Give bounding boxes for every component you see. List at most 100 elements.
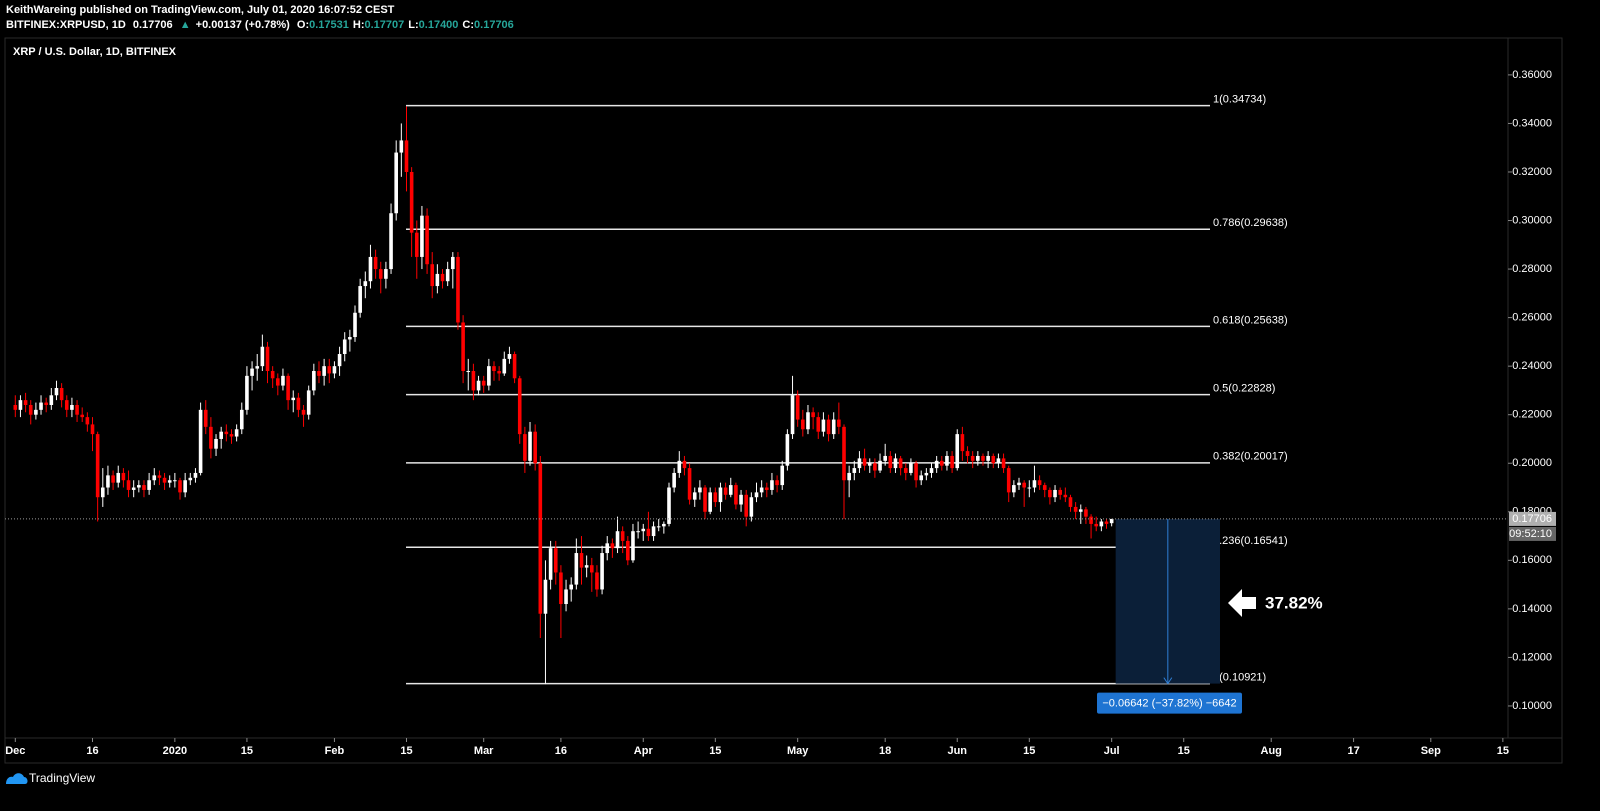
- candle-body: [734, 485, 738, 505]
- candle-body: [1078, 509, 1083, 512]
- candle-body: [476, 380, 481, 391]
- candle-body: [662, 523, 666, 527]
- candle-body: [538, 463, 543, 614]
- candle-body: [373, 256, 378, 270]
- candle-body: [234, 429, 239, 437]
- y-tick-label: 0.24000: [1512, 360, 1552, 372]
- callout-arrow: [1228, 589, 1256, 617]
- candle-body: [692, 492, 697, 500]
- candle-body: [188, 477, 193, 481]
- candle-body: [363, 281, 368, 287]
- candle-body: [18, 400, 23, 410]
- change: +0.00137 (+0.78%): [196, 19, 291, 31]
- candle-body: [718, 487, 723, 503]
- candle-body: [559, 572, 563, 605]
- candle-body: [152, 475, 157, 481]
- x-tick-label: 2020: [163, 745, 187, 757]
- candle-body: [1068, 497, 1073, 507]
- x-tick-label: Aug: [1261, 745, 1282, 757]
- candle-body: [440, 273, 445, 282]
- fib-label: 1(0.34734): [1213, 94, 1266, 106]
- x-tick-label: 15: [241, 745, 253, 757]
- candle-body: [626, 540, 630, 561]
- candle-body: [595, 572, 599, 590]
- candle-body: [667, 487, 671, 524]
- candle-body: [764, 487, 769, 490]
- candle-body: [651, 526, 656, 537]
- candle-body: [631, 531, 635, 561]
- ohlc-value: 0.17707: [365, 19, 405, 31]
- candle-body: [322, 366, 326, 376]
- candle-body: [131, 487, 136, 490]
- candle-body: [265, 346, 270, 372]
- candle-body: [574, 553, 579, 585]
- candle-body: [780, 465, 785, 486]
- candle-body: [420, 215, 424, 257]
- last-price-box: [1509, 511, 1556, 526]
- candle-body: [276, 378, 280, 386]
- candle-body: [950, 455, 954, 469]
- candle-body: [512, 354, 517, 379]
- candle-body: [569, 584, 573, 590]
- candle-body: [708, 492, 712, 512]
- candle-body: [837, 419, 841, 427]
- x-tick-label: 15: [1023, 745, 1035, 757]
- candle-body: [1042, 485, 1047, 490]
- y-tick-label: 0.30000: [1512, 214, 1552, 226]
- candle-body: [1022, 482, 1026, 488]
- x-tick-label: Feb: [325, 745, 345, 757]
- candle-body: [126, 480, 131, 490]
- candle-body: [245, 375, 249, 410]
- candle-body: [399, 140, 404, 153]
- candle-body: [173, 480, 177, 482]
- candle-body: [636, 531, 640, 533]
- candle-body: [425, 215, 429, 265]
- chart-legend: XRP / U.S. Dollar, 1D, BITFINEX: [13, 46, 177, 58]
- candle-body: [1109, 518, 1114, 524]
- candle-body: [28, 404, 33, 415]
- candle-body: [209, 426, 213, 449]
- candle-body: [543, 579, 548, 614]
- candle-body: [1073, 506, 1078, 512]
- candle-body: [801, 419, 805, 430]
- candle-body: [945, 455, 949, 466]
- candle-body: [893, 458, 898, 469]
- candle-body: [677, 460, 682, 473]
- candle-body: [981, 455, 985, 461]
- candle-body: [1053, 489, 1057, 498]
- candle-body: [456, 256, 460, 323]
- candle-body: [991, 455, 996, 464]
- plot-frame: [4, 37, 1509, 739]
- candle-body: [358, 286, 362, 313]
- candle-body: [116, 472, 121, 483]
- candle-body: [996, 458, 1001, 464]
- candle-body: [909, 463, 913, 473]
- candle-body: [682, 460, 687, 469]
- ohlc-value: 0.17400: [419, 19, 459, 31]
- candle-body: [888, 455, 893, 469]
- candle-body: [816, 417, 821, 432]
- candle-body: [481, 380, 486, 386]
- candle-body: [862, 458, 867, 466]
- candle-body: [502, 358, 507, 374]
- y-tick-label: 0.20000: [1512, 457, 1552, 469]
- candle-body: [615, 531, 620, 549]
- measure-arrowhead: [1163, 677, 1173, 685]
- candle-body: [80, 414, 85, 418]
- time-axis: [4, 737, 1563, 764]
- candle-body: [687, 468, 692, 500]
- candle-body: [70, 404, 74, 410]
- x-tick-label: 15: [400, 745, 412, 757]
- candle-body: [883, 455, 887, 461]
- candle-body: [605, 543, 610, 554]
- x-tick-label: 17: [1347, 745, 1359, 757]
- candle-body: [291, 397, 296, 401]
- candle-body: [260, 346, 265, 367]
- candle-body: [929, 468, 934, 473]
- candle-body: [389, 213, 393, 270]
- candle-body: [445, 269, 450, 282]
- y-tick-label: 0.32000: [1512, 166, 1552, 178]
- candle-body: [34, 409, 38, 415]
- candle-body: [620, 531, 625, 541]
- x-tick-label: 15: [709, 745, 721, 757]
